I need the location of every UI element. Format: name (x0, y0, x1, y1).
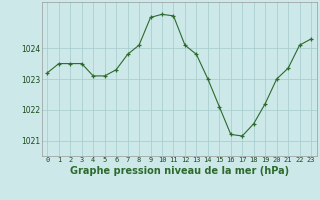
X-axis label: Graphe pression niveau de la mer (hPa): Graphe pression niveau de la mer (hPa) (70, 166, 289, 176)
